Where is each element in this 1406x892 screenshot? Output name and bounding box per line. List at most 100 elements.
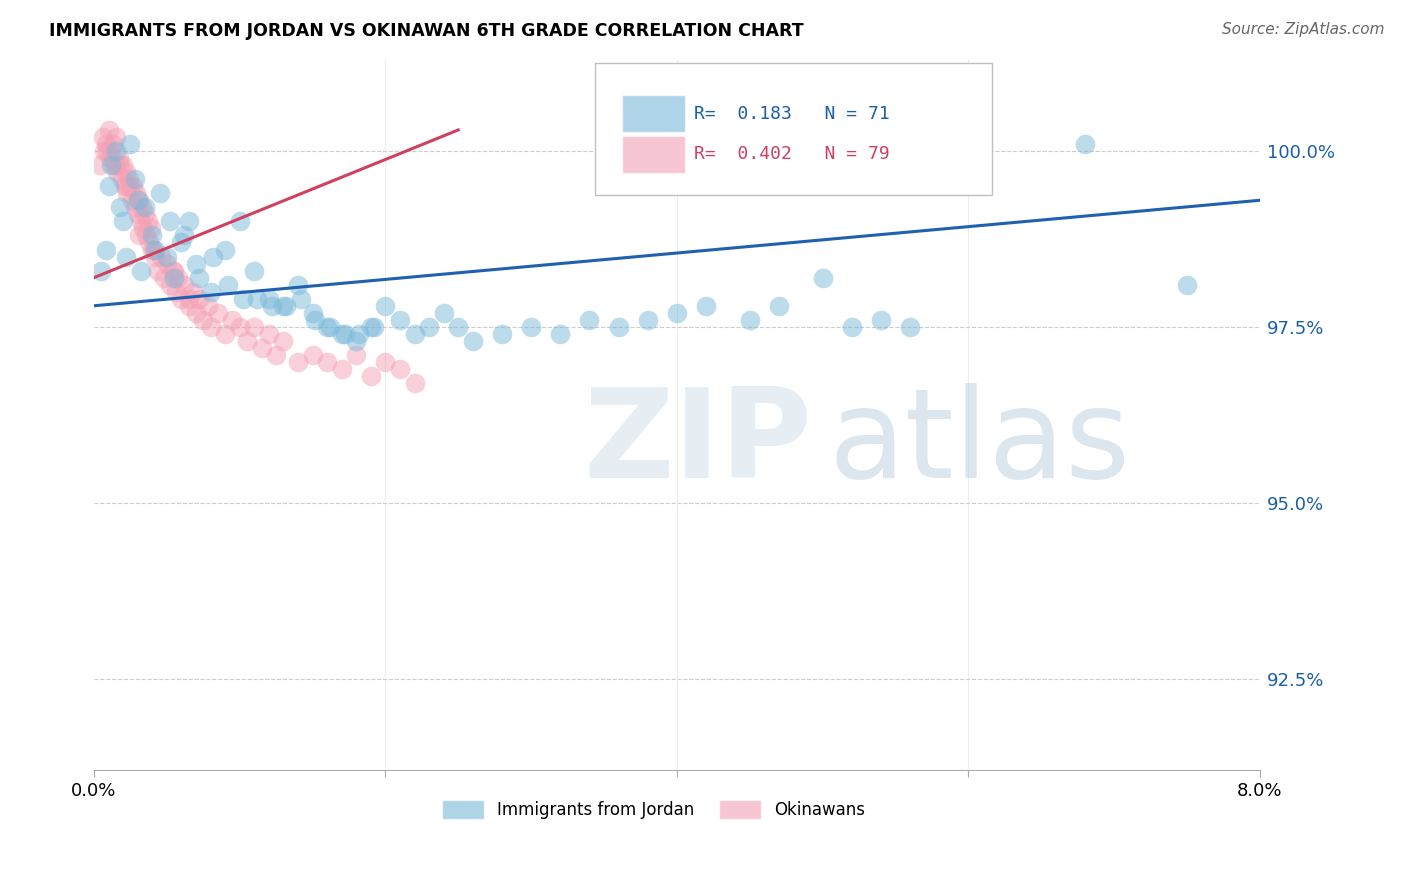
- Point: [344, 334, 367, 348]
- Point: [360, 369, 382, 384]
- Point: [246, 292, 269, 306]
- Point: [129, 263, 152, 277]
- Point: [290, 292, 312, 306]
- Point: [374, 355, 396, 369]
- Point: [125, 186, 148, 201]
- Point: [141, 243, 163, 257]
- Point: [115, 165, 138, 179]
- Point: [143, 243, 166, 257]
- Point: [100, 158, 122, 172]
- Point: [170, 235, 193, 250]
- Point: [148, 186, 170, 201]
- Point: [121, 194, 143, 208]
- Point: [98, 151, 121, 165]
- FancyBboxPatch shape: [621, 136, 685, 172]
- Point: [90, 263, 112, 277]
- Point: [120, 136, 142, 151]
- Point: [124, 200, 146, 214]
- Point: [134, 207, 156, 221]
- Point: [333, 326, 356, 341]
- Point: [273, 334, 295, 348]
- Point: [607, 319, 630, 334]
- Point: [257, 292, 280, 306]
- Point: [347, 326, 370, 341]
- Point: [104, 144, 127, 158]
- Point: [139, 221, 162, 235]
- Legend: Immigrants from Jordan, Okinawans: Immigrants from Jordan, Okinawans: [436, 793, 872, 826]
- Point: [131, 200, 153, 214]
- Point: [665, 306, 688, 320]
- Point: [447, 319, 470, 334]
- Point: [167, 270, 190, 285]
- Point: [177, 214, 200, 228]
- Point: [184, 256, 207, 270]
- Point: [404, 326, 426, 341]
- Point: [115, 250, 138, 264]
- Point: [103, 158, 125, 172]
- Point: [153, 270, 176, 285]
- Point: [257, 326, 280, 341]
- Point: [129, 214, 152, 228]
- Point: [243, 319, 266, 334]
- Point: [1074, 136, 1097, 151]
- Point: [101, 136, 124, 151]
- Point: [491, 326, 513, 341]
- Point: [870, 313, 893, 327]
- Point: [112, 158, 135, 172]
- Point: [156, 250, 179, 264]
- Point: [110, 172, 132, 186]
- Point: [138, 235, 160, 250]
- Point: [104, 158, 127, 172]
- Point: [404, 376, 426, 391]
- Point: [117, 186, 139, 201]
- Text: atlas: atlas: [828, 383, 1130, 504]
- Point: [105, 165, 128, 179]
- Point: [695, 299, 717, 313]
- Point: [97, 179, 120, 194]
- Point: [149, 250, 172, 264]
- Point: [301, 348, 323, 362]
- Point: [388, 362, 411, 376]
- Text: ZIP: ZIP: [583, 383, 813, 504]
- Point: [108, 158, 131, 172]
- Point: [163, 270, 186, 285]
- Point: [122, 179, 145, 194]
- Point: [163, 263, 186, 277]
- Text: R=  0.183   N = 71: R= 0.183 N = 71: [695, 104, 890, 122]
- Point: [108, 200, 131, 214]
- Point: [418, 319, 440, 334]
- Point: [173, 228, 195, 243]
- Point: [177, 292, 200, 306]
- Point: [461, 334, 484, 348]
- Point: [548, 326, 571, 341]
- Point: [184, 306, 207, 320]
- Point: [841, 319, 863, 334]
- Point: [120, 179, 142, 194]
- Point: [520, 319, 543, 334]
- FancyBboxPatch shape: [595, 63, 991, 194]
- Point: [276, 299, 298, 313]
- Point: [1175, 277, 1198, 292]
- Point: [304, 313, 326, 327]
- Point: [250, 341, 273, 355]
- Point: [96, 144, 118, 158]
- Point: [363, 319, 385, 334]
- Point: [117, 179, 139, 194]
- Point: [264, 348, 287, 362]
- Point: [94, 136, 117, 151]
- Point: [207, 306, 229, 320]
- Point: [330, 326, 353, 341]
- Point: [330, 362, 353, 376]
- Point: [165, 285, 187, 299]
- Point: [360, 319, 382, 334]
- Point: [173, 277, 195, 292]
- Point: [141, 228, 163, 243]
- Point: [134, 200, 156, 214]
- Point: [316, 355, 339, 369]
- Point: [91, 130, 114, 145]
- Point: [200, 285, 222, 299]
- Point: [162, 263, 184, 277]
- Point: [319, 319, 342, 334]
- Point: [236, 334, 259, 348]
- Point: [214, 326, 236, 341]
